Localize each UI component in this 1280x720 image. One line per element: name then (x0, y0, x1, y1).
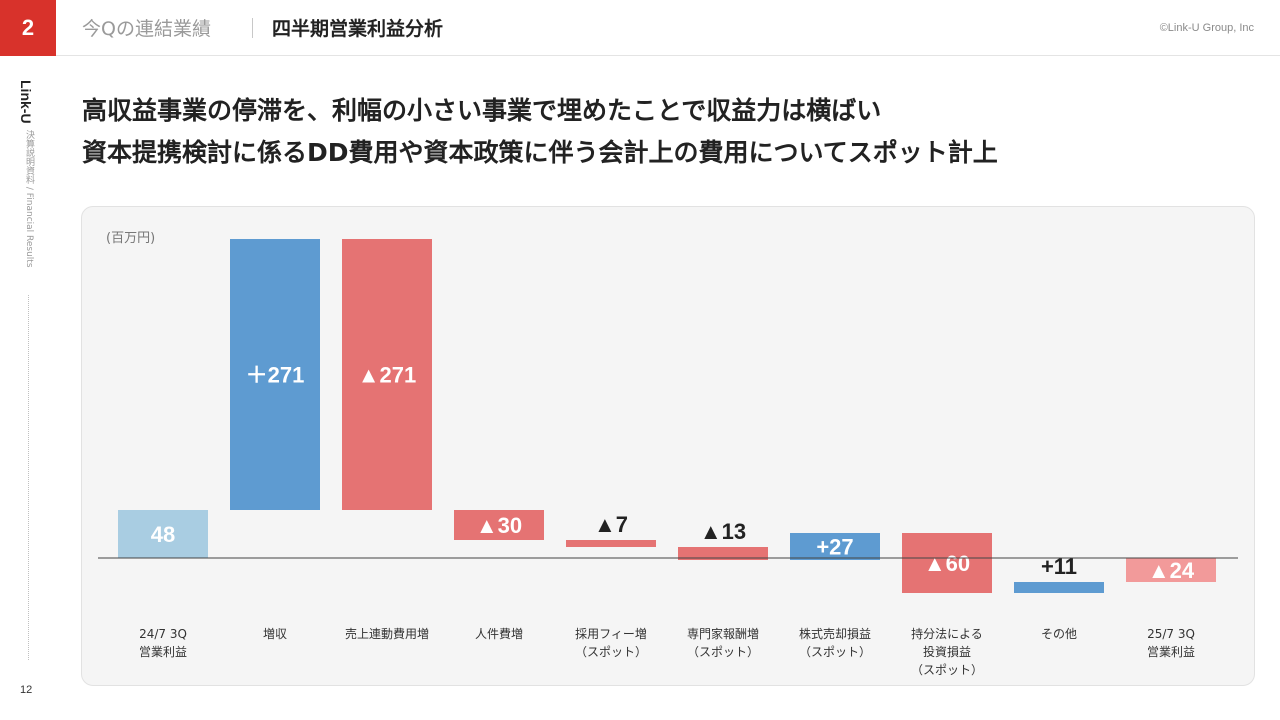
bar-value-label-7: +27 (816, 535, 853, 560)
bar-value-label-10: ▲24 (1148, 558, 1195, 583)
page-number: 12 (20, 684, 33, 696)
bar-2 (230, 239, 320, 510)
section-number: 2 (0, 0, 56, 56)
side-divider (28, 295, 29, 660)
bar-5 (566, 540, 656, 547)
page-title: 四半期営業利益分析 (272, 18, 444, 40)
side-subtitle: 決算説明資料 / Financial Results (24, 130, 34, 268)
category-label-8-line-3: （スポット） (911, 663, 983, 677)
category-label-8-line-2: 投資損益 (923, 644, 971, 659)
category-label-1-line-2: 営業利益 (139, 645, 187, 659)
category-label-5-line-1: 採用フィー増 (575, 627, 647, 641)
bar-value-label-4: ▲30 (476, 513, 522, 538)
headline-line-1: 高収益事業の停滞を、利幅の小さい事業で埋めたことで収益力は横ばい (82, 96, 882, 125)
bar-value-label-6: ▲13 (700, 519, 746, 544)
bar-7 (790, 533, 880, 560)
bar-8 (902, 533, 992, 593)
category-label-5-line-2: （スポット） (575, 645, 647, 659)
bar-3 (342, 239, 432, 510)
category-label-7-line-1: 株式売却損益 (799, 626, 871, 641)
category-label-3-line-1: 売上連動費用増 (345, 626, 429, 641)
bar-value-label-3: ▲271 (358, 363, 416, 388)
bar-value-label-1: 48 (151, 522, 175, 547)
header-divider (56, 55, 1280, 56)
category-label-7-line-2: （スポット） (799, 645, 871, 659)
brand-logo: Link-U (18, 80, 34, 124)
section-title: 今Qの連結業績 (82, 18, 211, 40)
category-label-8-line-1: 持分法による (911, 626, 983, 641)
headline-line-2: 資本提携検討に係るDD費用や資本政策に伴う会計上の費用についてスポット計上 (82, 138, 998, 167)
copyright: ©Link-U Group, Inc (1159, 22, 1254, 34)
bar-4 (454, 510, 544, 540)
category-label-4-line-1: 人件費増 (475, 626, 523, 641)
category-label-6-line-1: 専門家報酬増 (687, 626, 759, 641)
headline: 高収益事業の停滞を、利幅の小さい事業で埋めたことで収益力は横ばい 資本提携検討に… (82, 90, 998, 174)
bar-value-label-8: ▲60 (924, 551, 970, 576)
header-separator (252, 18, 253, 38)
category-label-1-line-1: 24/7 3Q (139, 627, 187, 641)
category-label-9-line-1: その他 (1041, 627, 1077, 641)
category-label-2-line-1: 増収 (263, 627, 287, 641)
bar-10 (1126, 558, 1216, 582)
category-label-10-line-2: 営業利益 (1147, 645, 1195, 659)
chart-unit: (百万円) (106, 231, 156, 246)
bar-value-label-2: ＋271 (246, 363, 305, 388)
bar-6 (678, 547, 768, 560)
bar-value-label-5: ▲7 (594, 512, 628, 537)
category-label-10-line-1: 25/7 3Q (1147, 627, 1195, 641)
bar-1 (118, 510, 208, 558)
category-label-6-line-2: （スポット） (687, 645, 759, 659)
bar-9 (1014, 582, 1104, 593)
